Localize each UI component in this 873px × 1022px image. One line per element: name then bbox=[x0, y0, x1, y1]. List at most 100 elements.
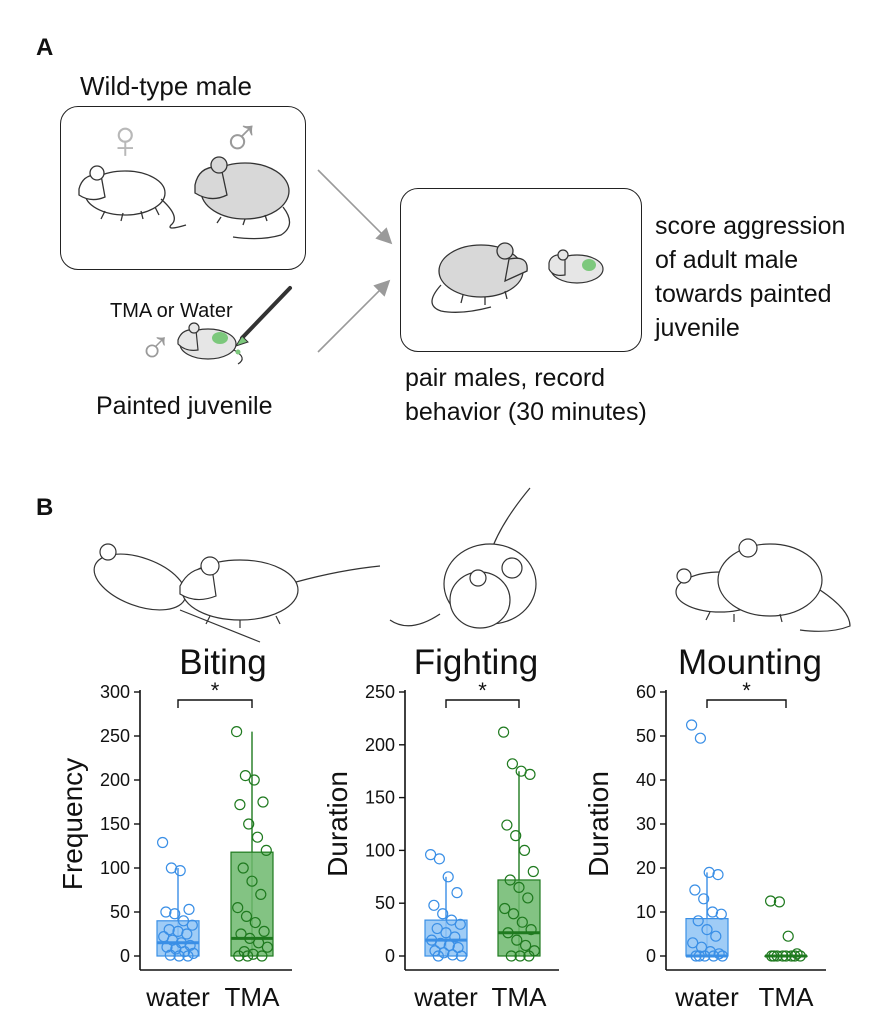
significance-star-0: * bbox=[211, 678, 220, 703]
chart-title-1: Fighting bbox=[414, 643, 539, 682]
y-tick-label-2-2: 20 bbox=[636, 858, 656, 878]
data-point-0-1-16 bbox=[244, 932, 256, 944]
data-point-2-0-2 bbox=[703, 866, 715, 878]
painted-juvenile-illustration bbox=[177, 286, 292, 365]
y-tick-label-0-6: 300 bbox=[100, 682, 130, 702]
data-point-2-1-6 bbox=[785, 950, 798, 962]
score-label-3: towards painted bbox=[655, 280, 832, 308]
data-point-0-0-2 bbox=[174, 865, 186, 877]
pairing-mice-illustration bbox=[431, 242, 604, 313]
score-label-4: juvenile bbox=[655, 314, 740, 342]
wildtype-box: ♀ ♂ bbox=[60, 106, 306, 270]
data-point-2-0-7 bbox=[715, 908, 727, 920]
male-symbol: ♂ bbox=[221, 108, 262, 168]
significance-star-1: * bbox=[478, 678, 487, 703]
data-point-2-1-2 bbox=[782, 930, 794, 942]
data-point-2-0-18 bbox=[716, 950, 729, 962]
data-point-0-0-5 bbox=[169, 908, 181, 920]
fighting-illustration bbox=[389, 487, 537, 629]
panel-a-letter: A bbox=[36, 34, 54, 61]
mounting-illustration bbox=[675, 538, 851, 632]
data-point-0-1-14 bbox=[258, 925, 270, 937]
y-tick-label-1-5: 250 bbox=[365, 682, 395, 702]
data-point-2-1-1 bbox=[773, 896, 786, 908]
data-point-2-1-0 bbox=[764, 895, 777, 907]
data-point-1-1-0 bbox=[498, 726, 510, 738]
data-point-0-0-19 bbox=[164, 949, 176, 961]
female-symbol: ♀ bbox=[105, 110, 146, 170]
data-point-2-0-10 bbox=[710, 930, 722, 942]
data-point-1-0-0 bbox=[425, 849, 437, 861]
data-point-1-0-6 bbox=[445, 914, 458, 926]
y-tick-label-2-0: 0 bbox=[646, 946, 656, 966]
data-point-1-1-9 bbox=[513, 881, 525, 893]
data-point-2-0-4 bbox=[689, 884, 701, 896]
paint-label: TMA or Water bbox=[110, 300, 233, 322]
y-tick-label-0-3: 150 bbox=[100, 814, 130, 834]
data-point-0-1-7 bbox=[260, 844, 272, 856]
data-point-2-0-14 bbox=[713, 948, 725, 960]
wildtype-mice-illustration bbox=[78, 156, 291, 240]
box-0-1 bbox=[230, 851, 274, 957]
data-point-0-0-21 bbox=[182, 950, 194, 962]
data-point-1-0-1 bbox=[433, 853, 445, 865]
score-label-1: score aggression bbox=[655, 212, 846, 240]
data-point-0-1-22 bbox=[233, 950, 245, 962]
score-label-2: of adult male bbox=[655, 246, 799, 274]
data-point-1-0-10 bbox=[449, 931, 461, 943]
chart-ylabel-1: Duration bbox=[322, 771, 353, 877]
data-point-2-1-10 bbox=[789, 950, 801, 962]
x-category-label-0-1: TMA bbox=[225, 982, 281, 1012]
wildtype-label: Wild-type male bbox=[80, 71, 252, 101]
data-point-0-1-11 bbox=[232, 902, 244, 914]
chart-ylabel-0: Frequency bbox=[57, 758, 88, 890]
chart-ylabel-2: Duration bbox=[583, 771, 614, 877]
x-category-label-1-1: TMA bbox=[492, 982, 548, 1012]
data-point-2-1-9 bbox=[780, 950, 792, 962]
data-point-0-1-21 bbox=[256, 950, 268, 962]
data-point-0-1-0 bbox=[231, 725, 243, 738]
data-point-1-1-20 bbox=[514, 950, 526, 962]
y-tick-label-0-2: 100 bbox=[100, 858, 130, 878]
data-point-2-0-9 bbox=[701, 924, 713, 936]
data-point-2-0-16 bbox=[699, 950, 711, 962]
data-point-2-1-11 bbox=[766, 950, 778, 962]
data-point-2-1-5 bbox=[777, 950, 789, 962]
pair-label-2: behavior (30 minutes) bbox=[405, 398, 647, 426]
data-point-0-0-3 bbox=[183, 903, 195, 915]
data-point-1-1-17 bbox=[519, 939, 532, 952]
painted-male-symbol: ♂ bbox=[138, 321, 173, 373]
data-point-0-1-17 bbox=[253, 937, 265, 949]
flow-arrows bbox=[317, 169, 393, 353]
data-point-0-1-6 bbox=[251, 831, 264, 843]
x-category-label-1-0: water bbox=[413, 982, 478, 1012]
chart-title-0: Biting bbox=[179, 643, 267, 682]
x-category-label-2-1: TMA bbox=[759, 982, 815, 1012]
data-point-1-0-7 bbox=[454, 918, 466, 930]
data-point-2-1-7 bbox=[794, 950, 806, 962]
data-point-1-1-5 bbox=[510, 830, 522, 842]
data-point-0-1-10 bbox=[255, 888, 267, 900]
data-point-0-0-8 bbox=[163, 924, 175, 936]
data-point-2-0-17 bbox=[707, 950, 720, 962]
y-tick-label-1-1: 50 bbox=[375, 893, 395, 913]
data-point-2-0-0 bbox=[685, 719, 698, 731]
y-tick-label-2-6: 60 bbox=[636, 682, 656, 702]
data-point-2-0-5 bbox=[698, 893, 710, 905]
painted-juvenile-label: Painted juvenile bbox=[96, 392, 273, 420]
data-point-1-1-4 bbox=[501, 819, 513, 831]
data-point-2-0-11 bbox=[687, 937, 699, 949]
pairing-box bbox=[400, 188, 642, 352]
data-point-1-0-9 bbox=[440, 927, 452, 939]
data-point-1-0-8 bbox=[431, 922, 443, 935]
data-point-0-0-4 bbox=[160, 906, 172, 918]
significance-star-2: * bbox=[742, 678, 751, 703]
data-point-1-1-15 bbox=[502, 927, 514, 939]
data-point-0-1-9 bbox=[246, 875, 258, 887]
significance-bracket-0 bbox=[177, 699, 253, 708]
x-category-label-2-0: water bbox=[674, 982, 739, 1012]
y-tick-label-0-5: 250 bbox=[100, 726, 130, 746]
pair-label-1: pair males, record bbox=[405, 364, 606, 392]
data-point-1-0-4 bbox=[428, 899, 440, 911]
